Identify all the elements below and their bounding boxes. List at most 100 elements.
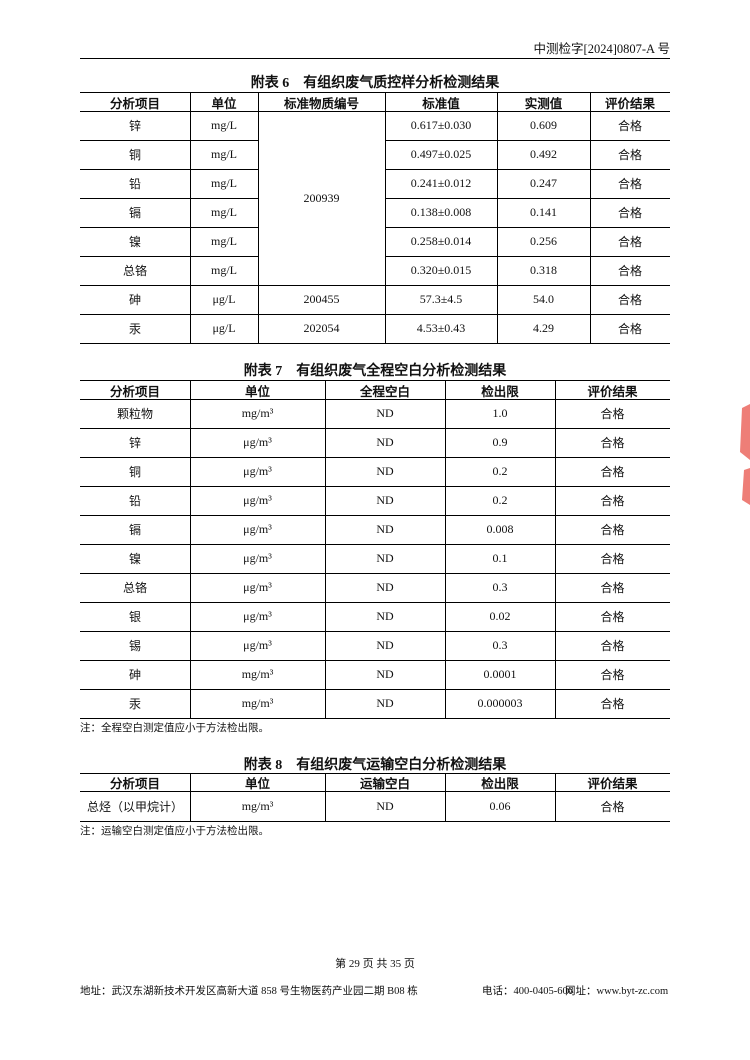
table-cell: 1.0 xyxy=(492,406,508,420)
column-header: 单位 xyxy=(211,96,237,111)
data-table: 分析项目 单位 标准物质编号 标准值 实测值 评价结果锌 mg/L 200939 0.617±0… xyxy=(80,92,670,344)
column-rule xyxy=(555,381,556,718)
row-rule xyxy=(80,428,670,429)
table-cell: mg/m³ xyxy=(241,406,274,420)
data-table: 分析项目 单位 运输空白 检出限 评价结果 总烃（以甲烷计） mg/m³ ND 0.06 合格 xyxy=(80,773,670,822)
row-rule xyxy=(80,689,670,690)
table-cell: 颗粒物 xyxy=(116,407,153,421)
table-cell: 合格 xyxy=(600,799,625,814)
table-cell: 总铬 xyxy=(122,581,147,595)
table-cell: 0.138±0.008 xyxy=(410,205,472,219)
table-cell: 合格 xyxy=(600,639,625,653)
row-rule xyxy=(80,314,670,315)
table-cell: 汞 xyxy=(128,322,141,336)
row-rule xyxy=(80,515,670,516)
column-header: 评价结果 xyxy=(587,384,638,399)
table-cell: ND xyxy=(376,493,394,507)
row-rule xyxy=(80,227,258,228)
table-cell: 总铬 xyxy=(122,264,147,278)
row-rule xyxy=(80,256,258,257)
table-cell: 0.256 xyxy=(530,234,557,248)
table-note: 注：运输空白测定值应小于方法检出限。 xyxy=(80,826,269,837)
table-cell: μg/m³ xyxy=(243,464,272,478)
table-cell: 合格 xyxy=(617,148,642,162)
column-header: 标准物质编号 xyxy=(283,96,359,111)
table-cell: ND xyxy=(376,551,394,565)
table-cell: 合格 xyxy=(617,322,642,336)
table-cell: μg/m³ xyxy=(243,609,272,623)
table-cell: 0.9 xyxy=(492,435,508,449)
row-rule xyxy=(80,544,670,545)
table-cell: μg/L xyxy=(212,321,236,335)
table-cell: 合格 xyxy=(600,407,625,421)
stamp-fragment xyxy=(740,404,750,505)
row-rule xyxy=(80,631,670,632)
column-rule xyxy=(325,774,326,821)
table-cell: μg/m³ xyxy=(243,522,272,536)
table-cell: 铜 xyxy=(128,465,141,479)
header-rule xyxy=(80,58,670,59)
row-rule xyxy=(80,285,670,286)
column-rule xyxy=(325,381,326,718)
table-cell: 银 xyxy=(128,610,141,624)
table-cell: μg/L xyxy=(212,292,236,306)
data-table: 分析项目 单位 全程空白 检出限 评价结果 颗粒物 mg/m³ ND 1.0 合格锌 μg/m³ ND… xyxy=(80,380,670,719)
table-cell: 4.29 xyxy=(533,321,554,335)
table-cell: ND xyxy=(376,580,394,594)
table-cell: 合格 xyxy=(600,697,625,711)
column-header: 单位 xyxy=(244,384,270,399)
table-cell: 铅 xyxy=(128,494,141,508)
column-rule xyxy=(445,381,446,718)
table-cell: ND xyxy=(376,696,394,710)
column-header: 分析项目 xyxy=(109,384,160,399)
table-title: 附表 8 有组织废气运输空白分析检测结果 xyxy=(243,758,507,773)
page-number: 第 29 页 共 35 页 xyxy=(335,958,415,970)
table-cell: mg/m³ xyxy=(241,798,274,813)
row-rule xyxy=(80,602,670,603)
column-rule xyxy=(190,774,191,821)
table-cell: 铜 xyxy=(128,148,141,162)
table-cell: 0.241±0.012 xyxy=(410,176,472,190)
table-cell: 0.318 xyxy=(530,263,557,277)
column-header: 运输空白 xyxy=(359,777,410,791)
row-rule xyxy=(80,660,670,661)
row-rule xyxy=(80,457,670,458)
row-rule xyxy=(80,399,670,400)
table-cell: 汞 xyxy=(128,697,141,711)
table-cell: ND xyxy=(376,522,394,536)
column-rule xyxy=(385,93,386,343)
address: 地址：武汉东湖新技术开发区高新大道 858 号生物医药产业园二期 B08 栋 xyxy=(80,986,418,997)
row-rule xyxy=(385,169,670,170)
column-header: 检出限 xyxy=(481,777,519,791)
table-cell: ND xyxy=(376,638,394,652)
table-cell: ND xyxy=(376,435,394,449)
column-header: 单位 xyxy=(244,777,270,791)
column-rule xyxy=(445,774,446,821)
column-rule xyxy=(590,93,591,343)
table-cell: 0.2 xyxy=(492,493,508,507)
column-header: 评价结果 xyxy=(587,777,638,791)
table-cell: 镉 xyxy=(128,523,141,537)
table-cell: 200455 xyxy=(303,292,340,306)
table-cell: 合格 xyxy=(617,235,642,249)
table-cell: 合格 xyxy=(600,610,625,624)
column-header: 实测值 xyxy=(524,96,563,111)
table-cell: 铅 xyxy=(128,177,141,191)
table-cell: 锡 xyxy=(128,639,141,653)
table-cell: 0.2 xyxy=(492,464,508,478)
phone: 电话：400-0405-606 xyxy=(482,986,573,997)
row-rule xyxy=(80,198,258,199)
table-cell: 0.492 xyxy=(530,147,557,161)
column-header: 标准值 xyxy=(422,96,460,111)
table-cell: 砷 xyxy=(128,668,141,682)
row-rule xyxy=(385,140,670,141)
table-cell: mg/L xyxy=(211,147,237,161)
table-cell: ND xyxy=(376,464,394,478)
table-title: 附表 7 有组织废气全程空白分析检测结果 xyxy=(243,364,507,379)
table-cell: ND xyxy=(376,667,394,681)
table-note: 注：全程空白测定值应小于方法检出限。 xyxy=(80,723,269,734)
row-rule xyxy=(80,486,670,487)
column-header: 分析项目 xyxy=(109,777,160,791)
table-cell: 0.609 xyxy=(530,118,557,132)
